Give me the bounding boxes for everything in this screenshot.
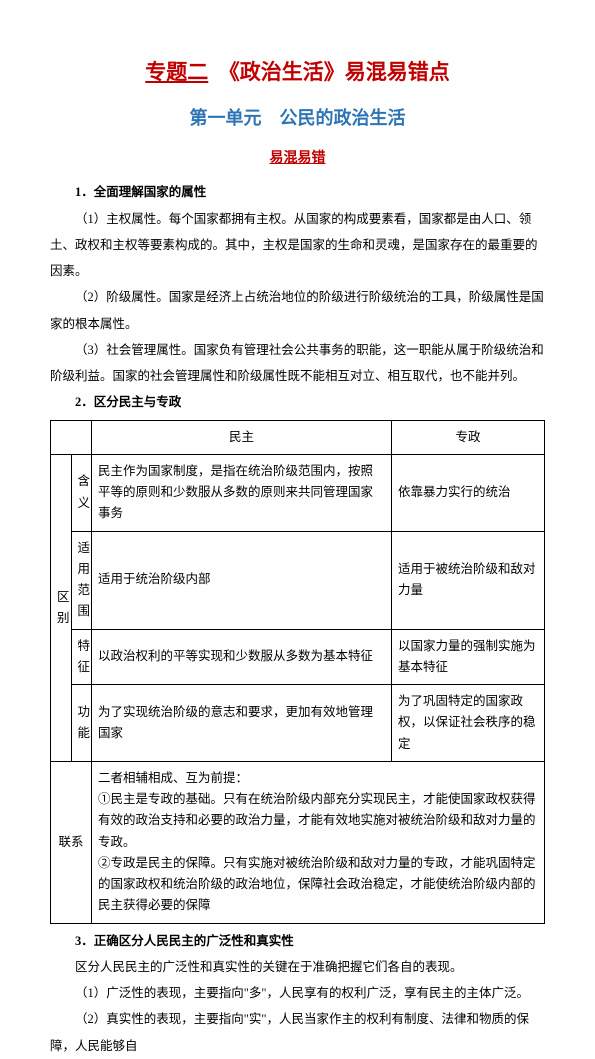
table-cell: 依靠暴力实行的统治 xyxy=(392,454,545,531)
paragraph: （3）社会管理属性。国家负有管理社会公共事务的职能，这一职能从属于阶级统治和阶级… xyxy=(50,337,545,390)
doc-title-topic: 专题二 xyxy=(145,60,208,84)
table-cell: 以国家力量的强制实施为基本特征 xyxy=(392,629,545,685)
table-cell-lianxi: 二者相辅相成、互为前提： ①民主是专政的基础。只有在统治阶级内部充分实现民主，才… xyxy=(92,761,545,923)
paragraph: （2）真实性的表现，主要指向"实"，人民当家作主的权利有制度、法律和物质的保障，… xyxy=(50,1006,545,1059)
table-cell: 为了实现统治阶级的意志和要求，更加有效地管理国家 xyxy=(92,685,392,762)
paragraph: 区分人民民主的广泛性和真实性的关键在于准确把握它们各自的表现。 xyxy=(50,954,545,980)
table-cell: 民主作为国家制度，是指在统治阶级范围内，按照平等的原则和少数服从多数的原则来共同… xyxy=(92,454,392,531)
table-side-diff: 区别 xyxy=(51,454,72,761)
table-header-zhuanzheng: 专政 xyxy=(392,420,545,454)
table-row-label: 含义 xyxy=(71,454,92,531)
heading-2: 2．区分民主与专政 xyxy=(50,389,545,415)
table-row-label: 特征 xyxy=(71,629,92,685)
doc-title: 专题二 《政治生活》易混易错点 xyxy=(50,50,545,94)
table-row-label: 功能 xyxy=(71,685,92,762)
doc-title-rest: 《政治生活》易混易错点 xyxy=(229,60,450,84)
table-cell: 适用于统治阶级内部 xyxy=(92,531,392,629)
section-label: 易混易错 xyxy=(50,144,545,173)
compare-table: 民主 专政 区别 含义 民主作为国家制度，是指在统治阶级范围内，按照平等的原则和… xyxy=(50,420,545,924)
paragraph: （1）主权属性。每个国家都拥有主权。从国家的构成要素看，国家都是由人口、领土、政… xyxy=(50,206,545,285)
table-header-minzhu: 民主 xyxy=(92,420,392,454)
table-cell: 以政治权利的平等实现和少数服从多数为基本特征 xyxy=(92,629,392,685)
table-side-lianxi: 联系 xyxy=(51,761,92,923)
heading-1: 1．全面理解国家的属性 xyxy=(50,179,545,205)
table-cell: 适用于被统治阶级和敌对力量 xyxy=(392,531,545,629)
doc-subtitle: 第一单元 公民的政治生活 xyxy=(50,100,545,138)
paragraph: （2）阶级属性。国家是经济上占统治地位的阶级进行阶级统治的工具，阶级属性是国家的… xyxy=(50,284,545,337)
heading-3: 3．正确区分人民民主的广泛性和真实性 xyxy=(50,928,545,954)
table-cell: 为了巩固特定的国家政权，以保证社会秩序的稳定 xyxy=(392,685,545,762)
paragraph: （1）广泛性的表现，主要指向"多"，人民享有的权利广泛，享有民主的主体广泛。 xyxy=(50,980,545,1006)
table-cell-blank xyxy=(51,420,92,454)
table-row-label: 适用范围 xyxy=(71,531,92,629)
